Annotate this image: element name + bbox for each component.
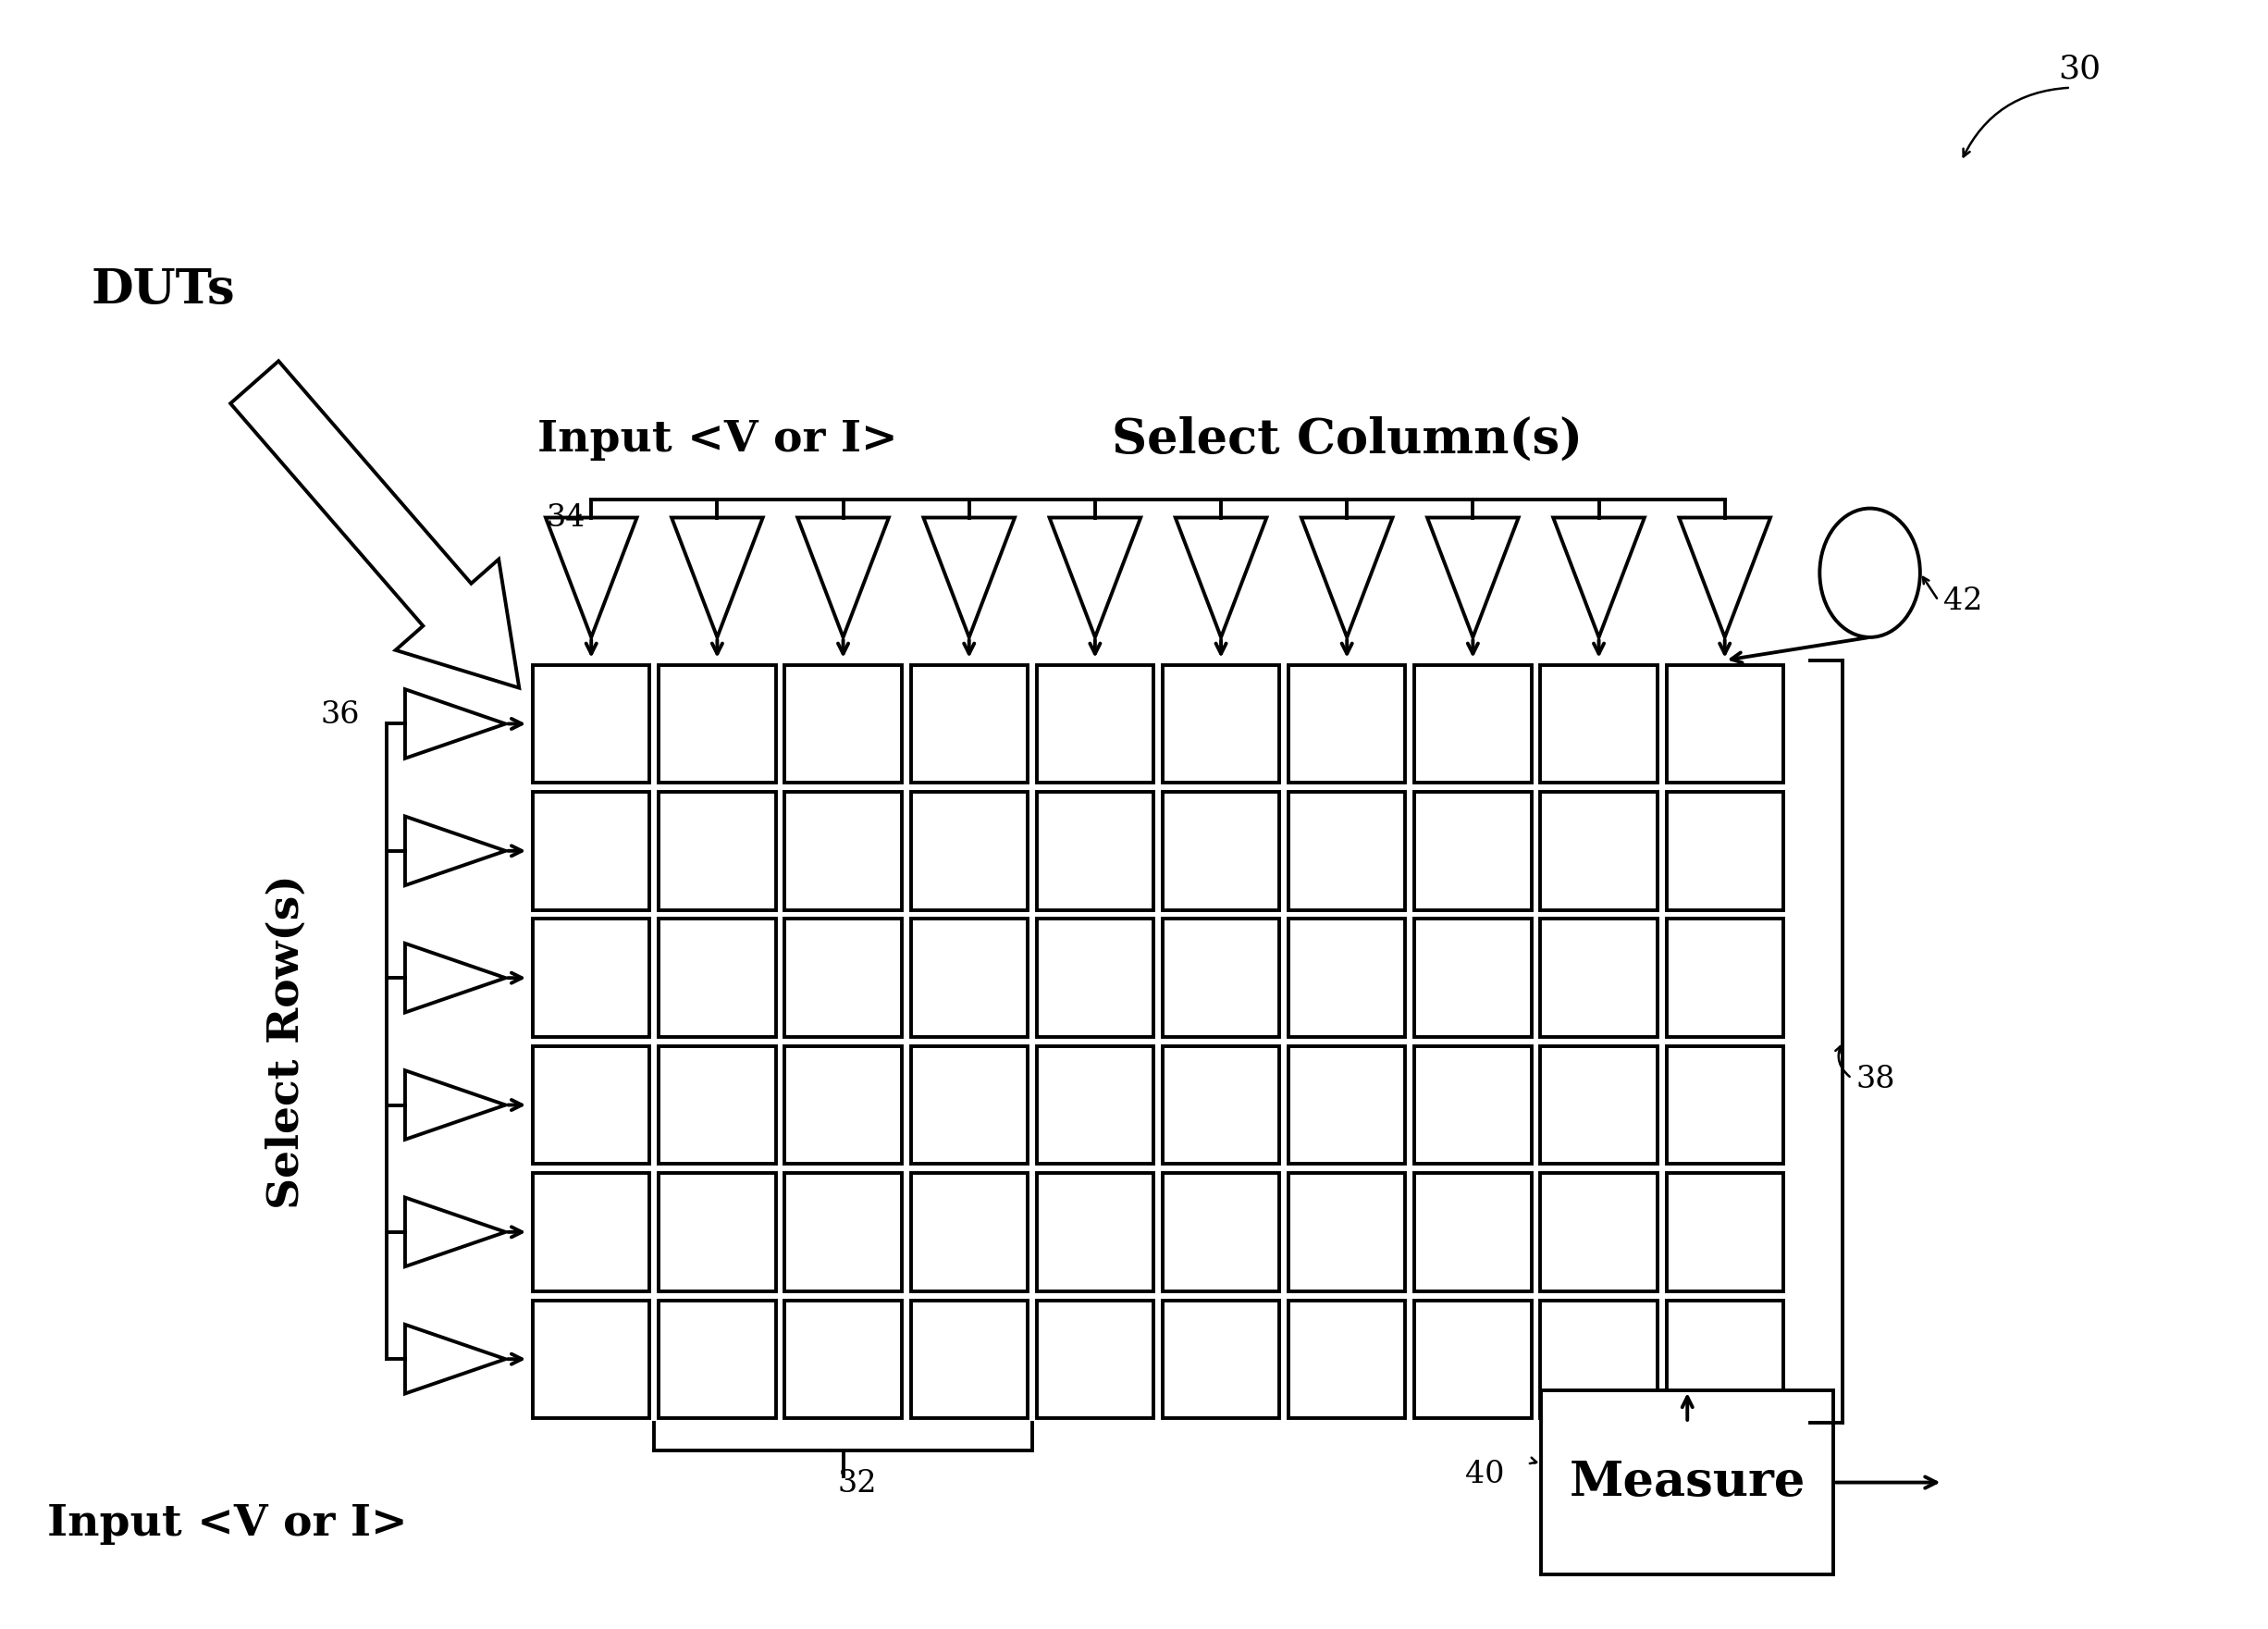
Bar (1540, 1046, 1658, 1163)
Bar (1288, 792, 1406, 909)
Text: Measure: Measure (1569, 1460, 1805, 1507)
Bar (658, 792, 776, 909)
Bar (1288, 665, 1406, 784)
Ellipse shape (1819, 508, 1921, 637)
Bar (1667, 792, 1783, 909)
Bar (1667, 1173, 1783, 1290)
Polygon shape (406, 1324, 506, 1393)
Bar (1540, 792, 1658, 909)
Bar (1163, 1046, 1279, 1163)
Bar (1163, 919, 1279, 1036)
Text: 42: 42 (1944, 586, 1982, 616)
Bar (1415, 1173, 1531, 1290)
Bar (1415, 919, 1531, 1036)
Polygon shape (406, 1070, 506, 1140)
Bar (658, 665, 776, 784)
Text: 32: 32 (837, 1468, 875, 1499)
Bar (1540, 1173, 1658, 1290)
Bar (658, 1173, 776, 1290)
Polygon shape (1427, 518, 1520, 637)
Bar (912, 1300, 1027, 1417)
Polygon shape (406, 943, 506, 1013)
Polygon shape (406, 689, 506, 759)
Bar (1667, 665, 1783, 784)
Polygon shape (547, 518, 637, 637)
Bar (1163, 1173, 1279, 1290)
Bar (1036, 665, 1154, 784)
Bar (1036, 1046, 1154, 1163)
Bar (658, 919, 776, 1036)
Bar (533, 1300, 649, 1417)
Polygon shape (231, 362, 519, 687)
Bar (1288, 1046, 1406, 1163)
Bar (1667, 1046, 1783, 1163)
Bar (912, 1046, 1027, 1163)
Text: Select Row(s): Select Row(s) (265, 875, 308, 1209)
Text: Input <V or I>: Input <V or I> (538, 419, 898, 461)
Bar (785, 919, 903, 1036)
Bar (785, 665, 903, 784)
Text: 30: 30 (2059, 54, 2100, 85)
Bar (1288, 1300, 1406, 1417)
Text: 34: 34 (547, 503, 585, 533)
Bar (658, 1300, 776, 1417)
Bar (1415, 792, 1531, 909)
Polygon shape (671, 518, 762, 637)
Bar (1540, 1300, 1658, 1417)
Bar (1036, 792, 1154, 909)
Bar (1036, 919, 1154, 1036)
Bar (1415, 1300, 1531, 1417)
Bar (912, 792, 1027, 909)
Text: Input <V or I>: Input <V or I> (48, 1502, 408, 1546)
Text: 38: 38 (1855, 1064, 1896, 1095)
Bar (533, 1173, 649, 1290)
Bar (1288, 1173, 1406, 1290)
Bar (1288, 919, 1406, 1036)
Bar (533, 1046, 649, 1163)
Bar (912, 665, 1027, 784)
Polygon shape (1175, 518, 1266, 637)
Bar (1163, 665, 1279, 784)
Bar (1540, 665, 1658, 784)
Text: DUTs: DUTs (91, 267, 236, 314)
Polygon shape (1678, 518, 1771, 637)
Bar (785, 1300, 903, 1417)
Bar (533, 665, 649, 784)
Bar (1415, 665, 1531, 784)
Bar (785, 792, 903, 909)
Bar (785, 1173, 903, 1290)
Bar (1036, 1173, 1154, 1290)
Polygon shape (406, 1197, 506, 1266)
Bar (1163, 1300, 1279, 1417)
Polygon shape (1050, 518, 1141, 637)
Polygon shape (1554, 518, 1644, 637)
Polygon shape (1302, 518, 1393, 637)
Bar (1540, 919, 1658, 1036)
Bar (1542, 1391, 1833, 1575)
Polygon shape (798, 518, 889, 637)
Bar (1667, 919, 1783, 1036)
Bar (1415, 1046, 1531, 1163)
Bar (533, 919, 649, 1036)
Bar (912, 1173, 1027, 1290)
Bar (1163, 792, 1279, 909)
Bar (1036, 1300, 1154, 1417)
Text: 36: 36 (320, 700, 358, 730)
Polygon shape (406, 816, 506, 886)
Bar (912, 919, 1027, 1036)
Text: Select Column(s): Select Column(s) (1111, 415, 1583, 463)
Bar (658, 1046, 776, 1163)
Text: 40: 40 (1465, 1460, 1506, 1489)
Bar (785, 1046, 903, 1163)
Polygon shape (923, 518, 1014, 637)
Bar (1667, 1300, 1783, 1417)
Bar (533, 792, 649, 909)
